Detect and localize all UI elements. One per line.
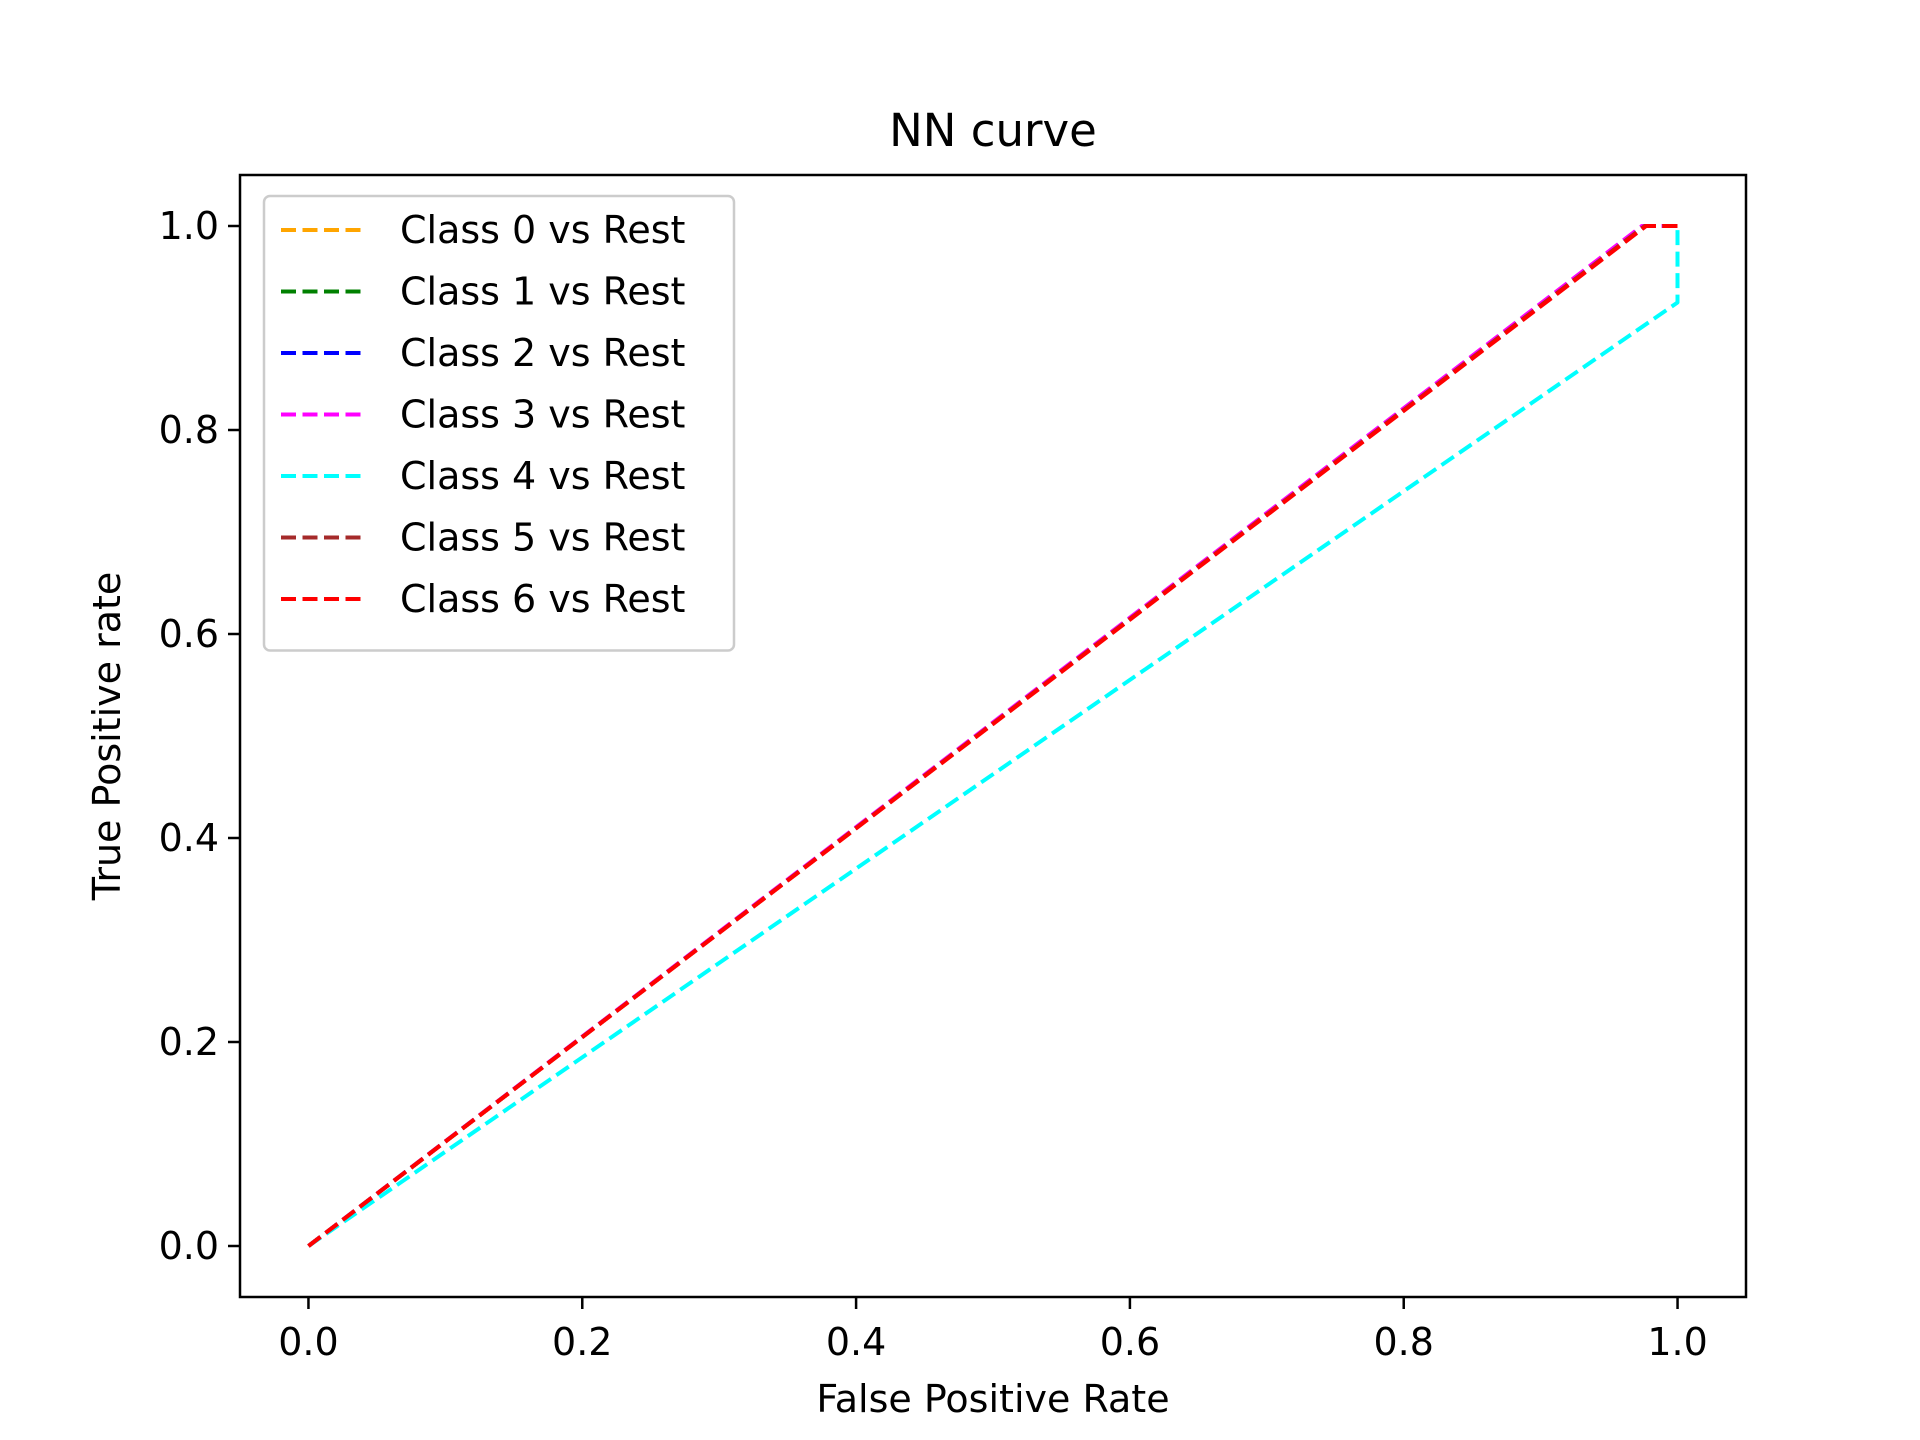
x-tick-label: 0.4 (826, 1320, 886, 1364)
x-tick-label: 0.2 (552, 1320, 612, 1364)
legend-label-class-3: Class 3 vs Rest (400, 393, 685, 437)
legend-box (262, 194, 736, 652)
y-tick-label: 0.4 (159, 816, 219, 860)
x-tick-label: 0.6 (1100, 1320, 1160, 1364)
y-axis-label: True Positive rate (85, 572, 129, 902)
legend-label-class-5: Class 5 vs Rest (400, 516, 685, 560)
chart-title: NN curve (889, 104, 1097, 157)
x-tick-label: 1.0 (1647, 1320, 1707, 1364)
series-layer (307, 224, 1680, 1248)
series-line-class-4 (307, 226, 1680, 1248)
x-tick-label: 0.0 (278, 1320, 338, 1364)
y-tick-label: 1.0 (159, 204, 219, 248)
y-tick-label: 0.8 (159, 408, 219, 452)
plot-frame (238, 173, 1748, 1299)
legend-label-class-0: Class 0 vs Rest (400, 208, 685, 252)
y-tick-label: 0.2 (159, 1020, 219, 1064)
x-axis-ticks: 0.0 0.2 0.4 0.6 0.8 1.0 (278, 1297, 1708, 1364)
legend-label-class-6: Class 6 vs Rest (400, 577, 685, 621)
y-tick-label: 0.0 (159, 1224, 219, 1268)
y-axis-ticks: 0.0 0.2 0.4 0.6 0.8 1.0 (159, 204, 240, 1268)
legend-label-class-4: Class 4 vs Rest (400, 454, 685, 498)
x-tick-label: 0.8 (1374, 1320, 1434, 1364)
legend-label-class-1: Class 1 vs Rest (400, 270, 685, 314)
series-line-class-6 (307, 224, 1678, 1248)
y-tick-label: 0.6 (159, 612, 219, 656)
legend-label-class-2: Class 2 vs Rest (400, 331, 685, 375)
x-axis-label: False Positive Rate (816, 1377, 1169, 1421)
legend: Class 0 vs Rest Class 1 vs Rest Class 2 vs… (262, 194, 736, 652)
